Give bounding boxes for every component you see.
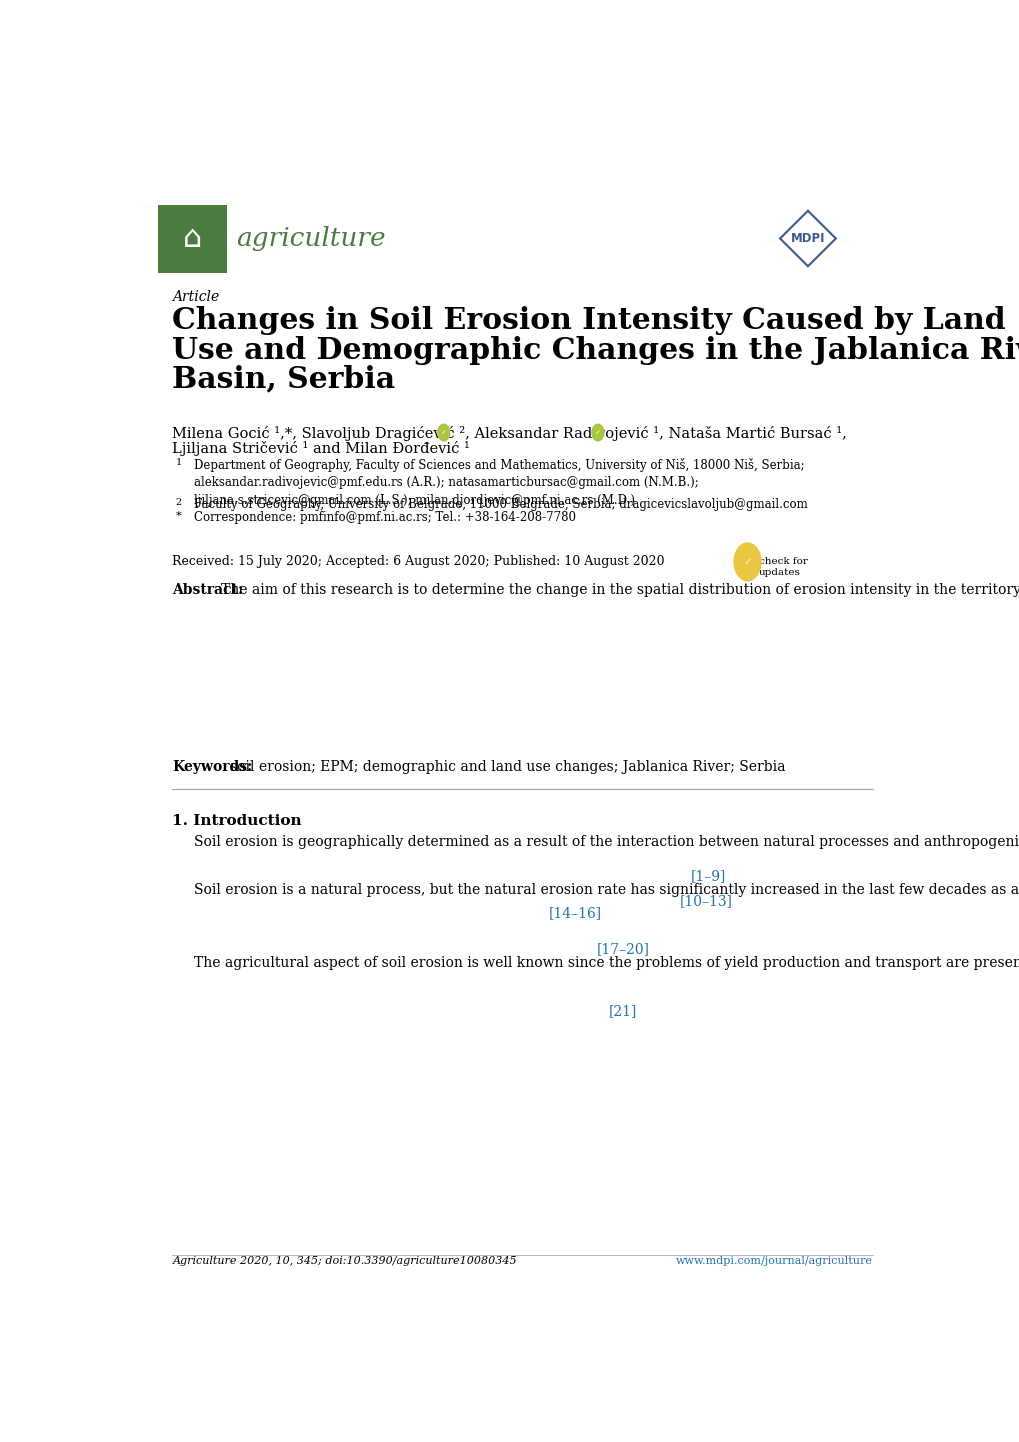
Text: 1. Introduction: 1. Introduction <box>172 815 302 829</box>
Text: 2: 2 <box>175 497 181 508</box>
Circle shape <box>734 544 760 581</box>
Text: Soil erosion is geographically determined as a result of the interaction between: Soil erosion is geographically determine… <box>194 835 1019 849</box>
Text: ⌂: ⌂ <box>182 224 202 252</box>
Text: agriculture: agriculture <box>235 226 385 251</box>
Text: www.mdpi.com/journal/agriculture: www.mdpi.com/journal/agriculture <box>676 1256 872 1266</box>
Text: Ljiljana Stričević ¹ and Milan Đorđević ¹: Ljiljana Stričević ¹ and Milan Đorđević … <box>172 441 470 456</box>
Text: [17–20]: [17–20] <box>596 942 649 956</box>
Text: *: * <box>175 510 181 521</box>
Text: Use and Demographic Changes in the Jablanica River: Use and Demographic Changes in the Jabla… <box>172 336 1019 365</box>
Text: The agricultural aspect of soil erosion is well known since the problems of yiel: The agricultural aspect of soil erosion … <box>194 956 1019 970</box>
Polygon shape <box>780 211 835 267</box>
Text: Article: Article <box>172 290 219 304</box>
Text: Soil erosion is a natural process, but the natural erosion rate has significantl: Soil erosion is a natural process, but t… <box>194 883 1019 897</box>
Text: Faculty of Geography, University of Belgrade, 11000 Belgrade, Serbia; dragicevic: Faculty of Geography, University of Belg… <box>194 497 807 510</box>
Text: ✓: ✓ <box>743 557 751 567</box>
Text: 1: 1 <box>175 459 181 467</box>
Text: Basin, Serbia: Basin, Serbia <box>172 365 395 394</box>
Text: [14–16]: [14–16] <box>548 906 601 920</box>
Text: Department of Geography, Faculty of Sciences and Mathematics, University of Niš,: Department of Geography, Faculty of Scie… <box>194 459 804 508</box>
Text: The aim of this research is to determine the change in the spatial distribution : The aim of this research is to determine… <box>221 583 1019 597</box>
Text: Changes in Soil Erosion Intensity Caused by Land: Changes in Soil Erosion Intensity Caused… <box>172 306 1005 335</box>
Text: Correspondence: pmfinfo@pmf.ni.ac.rs; Tel.: +38-164-208-7780: Correspondence: pmfinfo@pmf.ni.ac.rs; Te… <box>194 510 576 523</box>
Circle shape <box>437 424 449 441</box>
Text: MDPI: MDPI <box>790 232 824 245</box>
Text: ✓: ✓ <box>594 430 600 435</box>
Text: Keywords:: Keywords: <box>172 760 253 774</box>
Text: check for
updates: check for updates <box>758 557 807 577</box>
Circle shape <box>591 424 603 441</box>
Text: Milena Gocić ¹,*, Slavoljub Dragićević ², Aleksandar Radivojević ¹, Nataša Marti: Milena Gocić ¹,*, Slavoljub Dragićević ²… <box>172 425 847 441</box>
Text: ✓: ✓ <box>440 430 446 435</box>
Text: Abstract:: Abstract: <box>172 583 244 597</box>
Text: [1–9]: [1–9] <box>690 870 726 883</box>
Text: soil erosion; EPM; demographic and land use changes; Jablanica River; Serbia: soil erosion; EPM; demographic and land … <box>229 760 785 774</box>
Text: [21]: [21] <box>608 1004 637 1018</box>
Text: [10–13]: [10–13] <box>679 894 732 908</box>
Text: Received: 15 July 2020; Accepted: 6 August 2020; Published: 10 August 2020: Received: 15 July 2020; Accepted: 6 Augu… <box>172 555 664 568</box>
FancyBboxPatch shape <box>158 205 226 273</box>
Text: Agriculture 2020, 10, 345; doi:10.3390/agriculture10080345: Agriculture 2020, 10, 345; doi:10.3390/a… <box>172 1256 517 1266</box>
